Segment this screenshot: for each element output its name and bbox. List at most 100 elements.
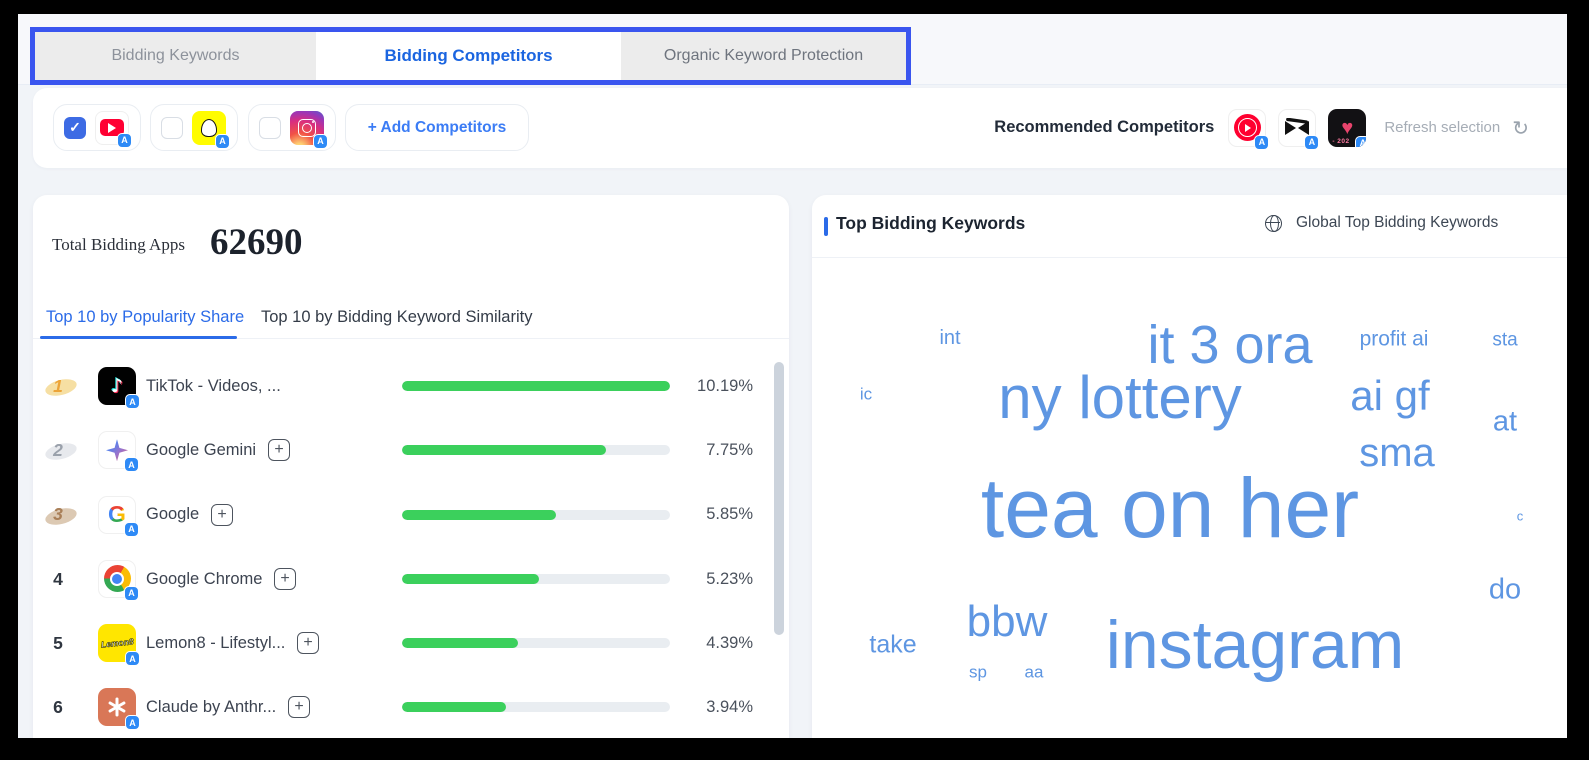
share-bar-fill [402, 509, 556, 520]
competitor-row[interactable]: 6 A Claude by Anthr... + 3.94% [33, 675, 789, 738]
lemon8-logo-text: Lemon8 [100, 636, 134, 650]
total-bidding-apps-value: 62690 [210, 222, 303, 263]
keyword-it-3-ora[interactable]: it 3 ora [1147, 315, 1313, 375]
keyword-at[interactable]: at [1492, 405, 1518, 438]
appstore-badge: A [124, 585, 139, 601]
dating-app-badge-text: - 202 [1332, 137, 1350, 145]
youtube-icon: A [95, 110, 132, 148]
appstore-badge: A [1304, 134, 1320, 150]
gemini-app-icon: A [98, 431, 139, 473]
youtube-music-icon[interactable]: A [1228, 108, 1270, 150]
snapchat-icon: A [192, 110, 230, 149]
snapchat-ghost-icon [201, 118, 217, 137]
add-competitor-button[interactable]: + [211, 503, 233, 526]
tab-bidding-keywords[interactable]: Bidding Keywords [35, 32, 316, 80]
keyword-profit-ai[interactable]: profit ai [1359, 327, 1429, 351]
share-bar-track [402, 445, 670, 456]
keyword-int[interactable]: int [939, 327, 961, 349]
keyword-sma[interactable]: sma [1359, 431, 1435, 475]
app-page: Bidding Keywords Bidding Competitors Organ… [18, 14, 1567, 738]
active-tab-underline [40, 336, 237, 339]
competitor-row[interactable]: 5 Lemon8 A Lemon8 - Lifestyl... + 4.39% [33, 611, 789, 675]
refresh-selection-label: Refresh selection [1384, 119, 1501, 136]
tab-group-highlighted: Bidding Keywords Bidding Competitors Organ… [30, 27, 911, 85]
add-competitor-button[interactable]: + [268, 439, 290, 462]
keyword-c[interactable]: c [1516, 508, 1524, 524]
global-top-bidding-keywords-link[interactable]: Global Top Bidding Keywords [1296, 214, 1499, 231]
music-note-icon: ♪ [110, 375, 124, 397]
keyword-sp[interactable]: sp [969, 662, 987, 682]
refresh-icon[interactable]: ↻ [1512, 115, 1529, 140]
top-bidding-keywords-panel: Top Bidding Keywords Global Top Bidding … [812, 195, 1567, 738]
competitor-row[interactable]: 2 A Google Gemini + 7.75% [33, 418, 789, 482]
keyword-instagram[interactable]: instagram [1105, 607, 1405, 683]
recommended-competitors-label: Recommended Competitors [994, 118, 1215, 136]
keyword-take[interactable]: take [869, 630, 917, 659]
claude-app-icon: A [98, 688, 140, 731]
keyword-ai-gf[interactable]: ai gf [1350, 372, 1430, 419]
instagram-icon: A [290, 110, 328, 149]
share-bar-fill [402, 638, 518, 649]
tab-bidding-competitors[interactable]: Bidding Competitors [316, 32, 621, 80]
keyword-do[interactable]: do [1488, 573, 1522, 606]
app-name: Google Chrome [146, 569, 263, 588]
appstore-badge: A [125, 394, 140, 409]
share-bar-track [402, 381, 670, 391]
share-percent: 7.75% [706, 440, 753, 459]
panel-tab-top-10-by-popularity-share[interactable]: Top 10 by Popularity Share [46, 307, 245, 326]
add-competitors-button[interactable]: + Add Competitors [345, 104, 529, 151]
keyword-tea-on-her[interactable]: tea on her [980, 461, 1360, 555]
youtube-checkbox[interactable]: ✓ [64, 116, 86, 139]
appstore-badge: A [125, 715, 140, 731]
app-name: Google [146, 505, 200, 524]
scrollbar-thumb[interactable] [774, 362, 784, 635]
competitor-row[interactable]: 1 ♪ A TikTok - Videos, ... 10.19% [33, 354, 789, 418]
app-name: Google Gemini [146, 440, 257, 459]
heart-icon: ♥ [1341, 116, 1354, 139]
add-competitor-button[interactable]: + [297, 632, 319, 655]
rank-number: 1 [53, 375, 63, 396]
share-bar-fill [402, 381, 670, 391]
snapchat-checkbox[interactable] [161, 116, 183, 139]
youtube-play-icon [100, 119, 124, 136]
rank-number: 5 [53, 632, 63, 653]
add-competitor-button[interactable]: + [288, 696, 310, 719]
panel-tab-top-10-by-bidding-keyword-similarity[interactable]: Top 10 by Bidding Keyword Similarity [261, 307, 533, 326]
add-competitor-button[interactable]: + [274, 567, 296, 590]
rank-number: 4 [53, 568, 63, 589]
panel-title: Top Bidding Keywords [836, 213, 1026, 233]
share-bar-fill [402, 445, 606, 456]
competitor-row[interactable]: 4 A Google Chrome + 5.23% [33, 547, 789, 611]
appstore-badge: A [124, 457, 139, 473]
dating-app-icon[interactable]: ♥ - 202 A [1328, 108, 1367, 147]
competitor-card-youtube[interactable]: ✓ A [53, 104, 141, 151]
rank-number: 3 [53, 504, 63, 525]
app-name: Claude by Anthr... [146, 698, 277, 717]
share-percent: 3.94% [706, 698, 753, 717]
share-bar-track [402, 702, 670, 713]
competitor-card-snapchat[interactable]: A [150, 104, 238, 151]
competitor-card-instagram[interactable]: A [248, 104, 336, 151]
share-percent: 10.19% [697, 376, 753, 395]
capcut-icon[interactable]: A [1278, 108, 1320, 150]
competitor-toolbar: ✓ A A A + Add Competitors Recommended Co… [33, 88, 1567, 168]
instagram-checkbox[interactable] [259, 116, 281, 139]
appstore-badge: A [1254, 134, 1270, 150]
appstore-badge: A [125, 651, 140, 667]
competitor-list: 1 ♪ A TikTok - Videos, ... 10.19% 2 A Goo… [33, 354, 789, 738]
keyword-ny-lottery[interactable]: ny lottery [998, 364, 1242, 431]
tab-organic-keyword-protection[interactable]: Organic Keyword Protection [621, 32, 906, 80]
capcut-logo-icon [1285, 117, 1310, 135]
keyword-word-cloud: int it 3 ora profit ai sta ic ny lottery ai gf… [812, 257, 1567, 738]
keyword-aa[interactable]: aa [1024, 662, 1044, 682]
rank-number: 2 [53, 439, 63, 460]
keyword-ic[interactable]: ic [859, 384, 873, 404]
appstore-badge: A [124, 521, 139, 537]
share-bar-track [402, 573, 670, 584]
keyword-bbw[interactable]: bbw [966, 597, 1048, 646]
keyword-sta[interactable]: sta [1492, 329, 1518, 351]
total-bidding-apps-label: Total Bidding Apps [52, 235, 185, 254]
chrome-app-icon: A [98, 559, 139, 601]
